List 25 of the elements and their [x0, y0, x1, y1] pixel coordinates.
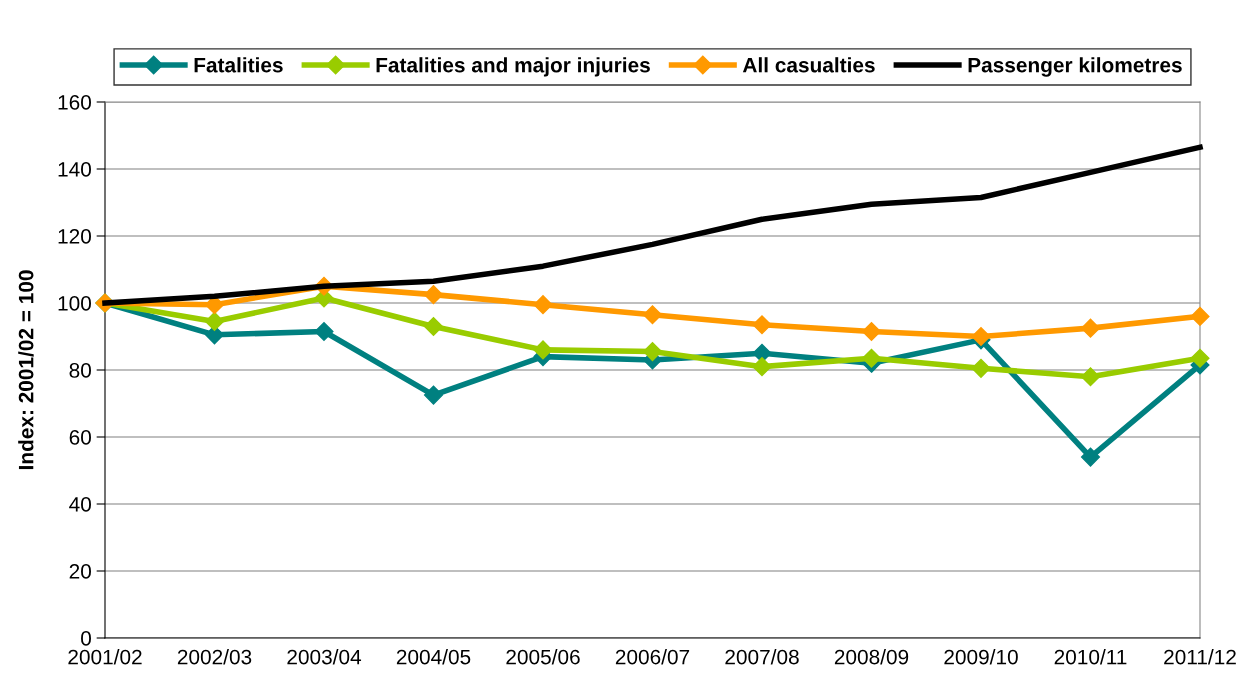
y-tick-label: 120 [58, 229, 91, 244]
y-axis-title: Index: 2001/02 = 100 [18, 270, 34, 470]
x-tick-label: 2010/11 [1054, 649, 1127, 665]
x-tick-label: 2011/12 [1164, 649, 1236, 665]
legend-label: Fatalities [194, 57, 283, 73]
x-tick-label: 2003/04 [287, 649, 362, 665]
x-tick-label: 2002/03 [177, 649, 252, 665]
x-tick-label: 2007/08 [725, 649, 799, 665]
y-tick-label: 160 [58, 95, 91, 110]
y-tick-label: 40 [69, 497, 91, 512]
x-tick-label: 2009/10 [944, 649, 1018, 665]
y-tick-label: 60 [69, 430, 91, 445]
x-tick-label: 2004/05 [396, 649, 471, 665]
legend-label: Fatalities and major injuries [376, 57, 650, 77]
legend-label: All casualties [742, 57, 875, 73]
y-tick-label: 0 [81, 631, 91, 646]
x-tick-label: 2006/07 [615, 649, 690, 665]
legend-label: Passenger kilometres [968, 57, 1182, 77]
y-tick-label: 100 [58, 296, 91, 311]
x-tick-label: 2005/06 [506, 649, 580, 665]
y-tick-label: 80 [69, 363, 91, 378]
x-tick-label: 2001/02 [68, 649, 142, 665]
y-tick-label: 20 [69, 564, 91, 579]
y-tick-label: 140 [58, 162, 91, 177]
x-tick-label: 2008/09 [834, 649, 909, 665]
